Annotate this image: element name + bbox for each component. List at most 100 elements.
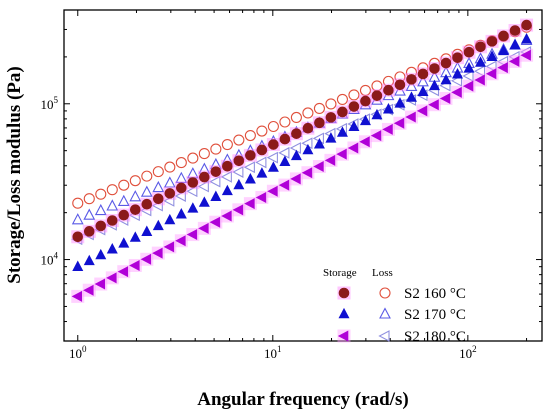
marker-loss-triangle-left bbox=[266, 151, 278, 164]
marker-storage-triangle-left bbox=[359, 136, 370, 148]
marker-storage-triangle-up bbox=[359, 114, 371, 126]
marker-storage-triangle-left bbox=[382, 123, 393, 135]
marker-loss-triangle-left bbox=[255, 156, 267, 169]
marker-storage-triangle-up bbox=[198, 196, 210, 207]
legend: Storage Loss S2 160 °C S2 170 °C S2 180 °C bbox=[323, 267, 466, 345]
marker-loss-circle bbox=[244, 129, 256, 142]
marker-storage-triangle-left bbox=[405, 111, 416, 123]
marker-storage-triangle-up bbox=[440, 73, 452, 85]
marker-storage-triangle-left bbox=[71, 290, 83, 302]
marker-storage-circle bbox=[348, 101, 360, 112]
marker-storage-circle bbox=[325, 112, 337, 123]
marker-loss-circle bbox=[325, 98, 337, 110]
marker-loss-triangle-left bbox=[289, 142, 301, 154]
legend-storage-marker bbox=[338, 287, 350, 299]
legend-label: S2 170 °C bbox=[404, 307, 466, 323]
legend-storage-marker bbox=[338, 307, 350, 319]
marker-loss-triangle-left bbox=[174, 190, 186, 202]
marker-storage-triangle-left bbox=[117, 266, 129, 278]
marker-loss-triangle-up bbox=[71, 213, 84, 225]
marker-storage-circle bbox=[302, 122, 314, 134]
marker-loss-circle bbox=[302, 107, 314, 119]
plot-frame bbox=[63, 9, 543, 342]
marker-storage-triangle-left bbox=[244, 198, 255, 210]
marker-loss-circle bbox=[267, 120, 279, 133]
marker-loss-triangle-up bbox=[163, 176, 176, 188]
marker-loss-triangle-left bbox=[462, 70, 474, 82]
marker-loss-triangle-up bbox=[117, 194, 130, 206]
marker-storage-triangle-up bbox=[118, 237, 130, 248]
marker-loss-circle bbox=[359, 84, 372, 96]
marker-loss-circle bbox=[279, 116, 291, 128]
marker-storage-circle bbox=[222, 160, 233, 172]
marker-loss-triangle-left bbox=[278, 146, 290, 159]
marker-loss-circle bbox=[72, 197, 84, 209]
marker-loss-circle bbox=[164, 161, 176, 173]
marker-loss-triangle-up bbox=[129, 190, 142, 202]
marker-loss-circle bbox=[152, 166, 164, 178]
marker-storage-triangle-left bbox=[336, 148, 347, 160]
marker-storage-triangle-left bbox=[267, 185, 278, 197]
marker-storage-circle bbox=[118, 209, 130, 221]
marker-storage-triangle-up bbox=[452, 68, 464, 79]
legend-label: S2 180 °C bbox=[404, 329, 466, 345]
marker-loss-triangle-up bbox=[140, 185, 153, 197]
marker-storage-triangle-up bbox=[417, 85, 429, 96]
marker-storage-triangle-up bbox=[475, 56, 487, 67]
marker-storage-triangle-up bbox=[106, 243, 118, 254]
legend-loss-header: Loss bbox=[372, 267, 393, 279]
marker-storage-triangle-left bbox=[324, 154, 336, 166]
marker-storage-circle bbox=[130, 204, 141, 215]
marker-storage-triangle-left bbox=[163, 241, 175, 253]
marker-storage-circle bbox=[164, 188, 176, 199]
marker-storage-circle bbox=[521, 19, 532, 31]
marker-storage-triangle-up bbox=[141, 225, 153, 236]
marker-storage-circle bbox=[176, 182, 187, 194]
marker-storage-triangle-up bbox=[83, 254, 95, 266]
marker-storage-circle bbox=[394, 79, 406, 91]
y-axis-title: Storage/Loss modulus (Pa) bbox=[4, 66, 25, 283]
marker-storage-triangle-left bbox=[232, 204, 244, 216]
marker-loss-triangle-left bbox=[232, 166, 244, 178]
marker-storage-circle bbox=[279, 133, 291, 145]
marker-storage-triangle-up bbox=[429, 79, 440, 91]
marker-loss-triangle-left bbox=[220, 170, 232, 183]
marker-storage-triangle-up bbox=[175, 208, 187, 219]
marker-storage-circle bbox=[72, 231, 84, 243]
data-markers bbox=[71, 18, 534, 303]
marker-storage-circle bbox=[233, 155, 245, 167]
marker-storage-triangle-up bbox=[221, 184, 233, 196]
marker-loss-circle bbox=[83, 193, 95, 205]
marker-storage-circle bbox=[383, 84, 394, 96]
marker-storage-triangle-left bbox=[106, 272, 117, 284]
marker-storage-circle bbox=[210, 166, 222, 177]
marker-storage-triangle-up bbox=[348, 120, 360, 131]
y-tick-label: 104 bbox=[41, 251, 59, 268]
marker-loss-circle bbox=[129, 175, 141, 187]
marker-storage-triangle-left bbox=[129, 259, 140, 271]
marker-storage-triangle-left bbox=[347, 142, 359, 154]
marker-loss-triangle-up bbox=[175, 171, 188, 183]
marker-storage-triangle-left bbox=[301, 167, 313, 179]
marker-storage-triangle-left bbox=[198, 222, 209, 234]
marker-storage-triangle-up bbox=[486, 50, 498, 61]
marker-storage-triangle-left bbox=[152, 247, 163, 259]
marker-storage-circle bbox=[314, 117, 325, 129]
marker-storage-triangle-up bbox=[210, 190, 222, 201]
marker-storage-triangle-up bbox=[187, 202, 199, 213]
marker-loss-circle bbox=[198, 148, 210, 160]
marker-storage-triangle-left bbox=[462, 80, 474, 92]
marker-loss-circle bbox=[290, 111, 302, 124]
marker-storage-triangle-up bbox=[405, 91, 417, 102]
marker-storage-circle bbox=[417, 68, 429, 80]
legend-storage-marker bbox=[337, 330, 349, 342]
marker-loss-circle bbox=[233, 134, 245, 146]
marker-storage-circle bbox=[153, 193, 164, 205]
marker-storage-triangle-left bbox=[416, 105, 428, 117]
marker-storage-triangle-up bbox=[394, 97, 406, 108]
x-tick-label: 101 bbox=[264, 344, 282, 361]
marker-loss-triangle-up bbox=[94, 203, 107, 216]
marker-storage-circle bbox=[452, 52, 463, 63]
marker-storage-circle bbox=[141, 198, 153, 210]
